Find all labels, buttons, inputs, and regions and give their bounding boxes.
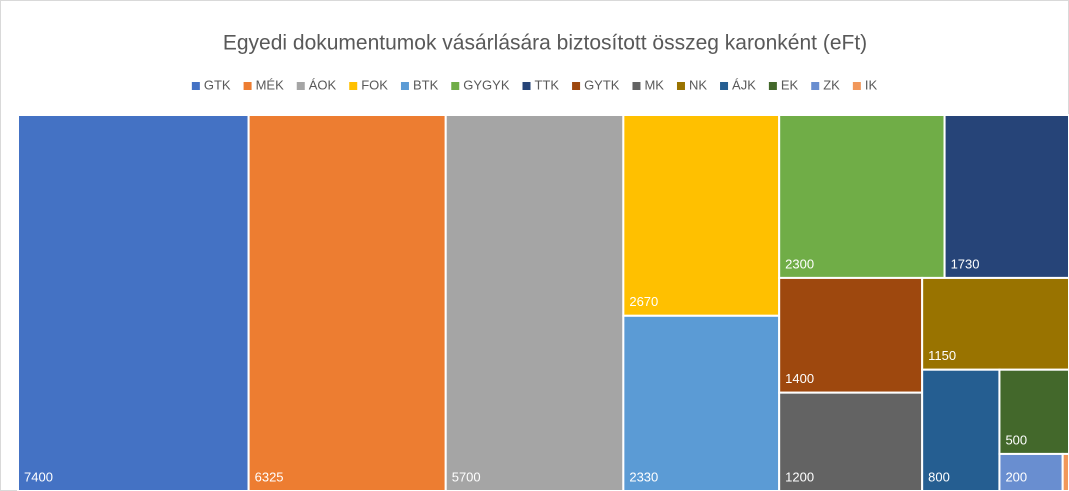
treemap-cell [1061,452,1069,491]
legend-label: ZK [823,77,840,92]
legend-label: MK [644,77,664,92]
legend-label: BTK [413,77,439,92]
legend-label: TTK [535,77,560,92]
legend-label: ÁJK [732,77,756,92]
legend-swatch [676,82,685,90]
treemap-cell [921,368,1001,491]
treemap-cell [247,114,447,491]
legend-label: ÁOK [309,77,337,92]
legend-swatch [243,82,252,90]
legend-swatch [572,82,581,90]
value-label: 500 [1005,432,1027,447]
value-label: 1400 [785,371,814,386]
legend-swatch [296,82,305,90]
legend-label: NK [689,77,707,92]
legend-swatch [768,82,777,90]
treemap-cell [921,276,1069,371]
legend-label: IK [865,77,878,92]
treemap-cell [17,114,250,491]
legend-label: FOK [361,77,388,92]
legend-swatch [191,82,200,90]
treemap-cell [622,114,781,317]
legend-label: GTK [204,77,231,92]
treemap-cell [622,314,781,491]
value-label: 800 [928,469,950,484]
legend-swatch [632,82,641,90]
value-label: 2330 [629,469,658,484]
treemap-cell [444,114,625,491]
legend-swatch [451,82,460,90]
treemap-cell [778,276,924,394]
legend-swatch [349,82,358,90]
legend-swatch [852,82,861,90]
treemap-cell [998,452,1064,491]
legend-label: GYGYK [463,77,510,92]
value-label: 6325 [255,469,284,484]
legend-label: MÉK [256,77,285,92]
treemap-cell [943,114,1069,279]
value-label: 7400 [24,469,53,484]
legend-label: GYTK [584,77,620,92]
value-label: 200 [1005,469,1027,484]
legend-swatch [400,82,409,90]
legend-swatch [522,82,531,90]
value-label: 5700 [452,469,481,484]
value-label: 1730 [951,256,980,271]
value-label: 2670 [629,294,658,309]
chart-title: Egyedi dokumentumok vásárlására biztosít… [223,32,867,55]
value-label: 1200 [785,469,814,484]
value-label: 1150 [928,348,956,363]
legend-label: EK [781,77,799,92]
treemap-cell [778,391,924,491]
treemap-cell [778,114,946,279]
legend-swatch [811,82,820,90]
legend-swatch [720,82,729,90]
value-label: 2300 [785,256,814,271]
